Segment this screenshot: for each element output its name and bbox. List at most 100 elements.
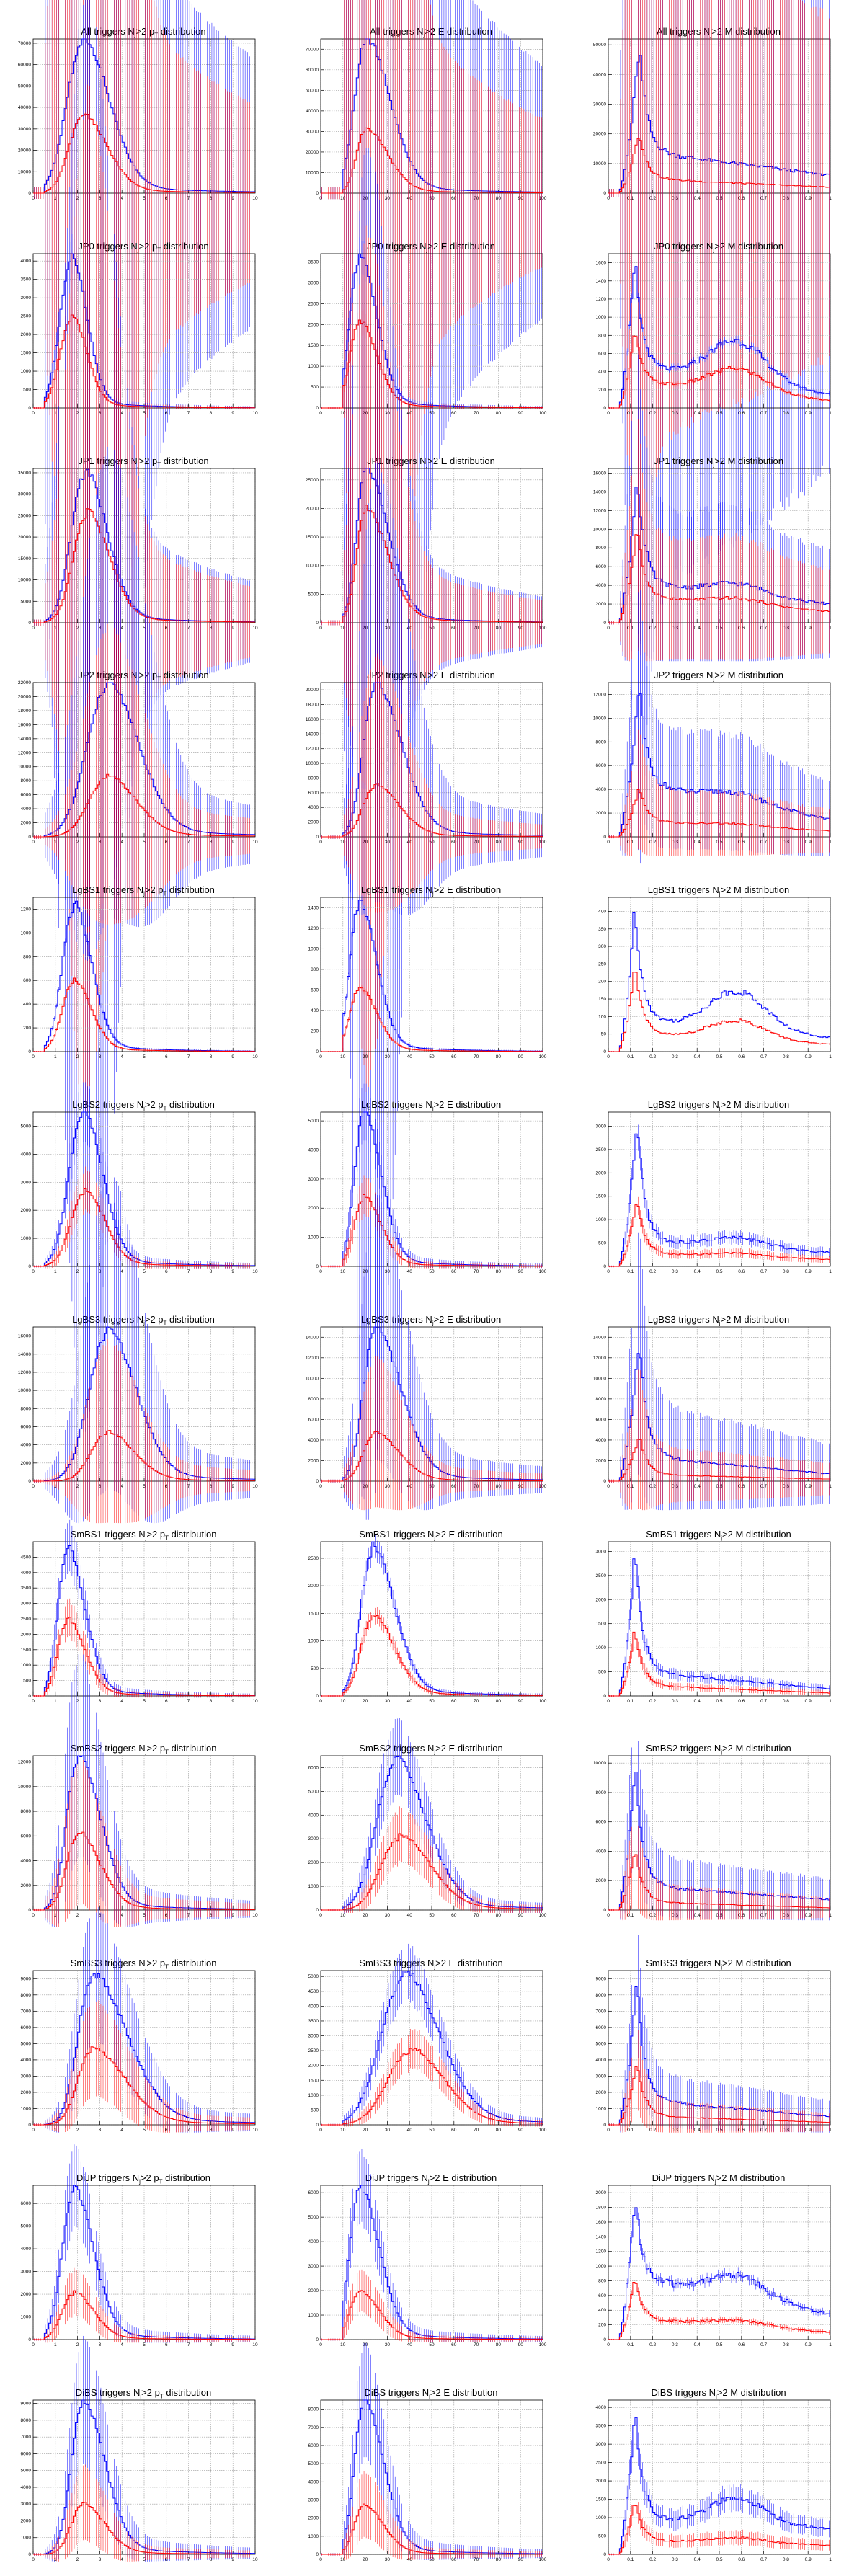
x-tick-label: 0.9	[805, 411, 812, 416]
x-tick-label: 10	[340, 196, 346, 201]
y-tick-label: 1600	[596, 260, 607, 265]
y-tick-label: 400	[598, 369, 606, 374]
y-tick-label: 1000	[21, 931, 32, 936]
x-tick-label: 3	[99, 626, 102, 631]
histogram-plot: 0 0.1 0.2 0.3 0.4 0.5 0.6 0.7 0.8 0.9 1 0 50 100 150 20…	[598, 897, 832, 1060]
histogram-plot: 0 0.1 0.2 0.3 0.4 0.5 0.6 0.7 0.8 0.9 101000020000…	[593, 0, 832, 864]
histogram-series-line	[608, 1204, 830, 1267]
y-tick-label: 0	[28, 621, 31, 626]
chart-title: JP0 triggers Nj>2 pT distribution	[78, 240, 209, 254]
x-tick-label: 30	[385, 411, 391, 416]
y-tick-label: 6000	[21, 793, 32, 798]
y-tick-label: 5000	[21, 599, 32, 604]
y-tick-label: 2000	[308, 820, 319, 825]
histogram-series-line	[321, 504, 543, 623]
histogram-panel: LgBS1 triggers Nj>2 E distribution 0 10 20 3…	[288, 858, 574, 1072]
y-tick-label: 800	[311, 967, 319, 972]
y-tick-label: 70000	[18, 41, 31, 46]
histogram-series-line	[321, 468, 543, 623]
y-tick-label: 4000	[308, 806, 319, 811]
y-tick-label: 3000	[308, 280, 319, 285]
y-tick-label: 1000	[596, 315, 607, 320]
x-tick-label: 0.3	[672, 1054, 678, 1060]
x-tick-label: 0.1	[627, 840, 634, 845]
x-tick-label: 1	[54, 411, 57, 416]
x-tick-label: 8	[210, 1054, 213, 1060]
x-tick-label: 80	[496, 1054, 502, 1060]
y-tick-label: 3000	[308, 1177, 319, 1182]
x-tick-label: 8	[210, 411, 213, 416]
y-tick-label: 50000	[18, 84, 31, 89]
x-tick-label: 0.8	[783, 411, 789, 416]
series-group	[609, 971, 830, 1053]
x-tick-label: 90	[518, 626, 524, 631]
y-tick-label: 200	[23, 1026, 31, 1031]
x-tick-label: 60	[451, 196, 457, 201]
y-tick-label: 2000	[308, 1206, 319, 1211]
y-tick-label: 18000	[18, 709, 31, 714]
y-tick-label: 8000	[21, 779, 32, 784]
y-tick-label: 4000	[21, 259, 32, 264]
y-tick-label: 2000	[21, 332, 32, 337]
y-tick-label: 0	[316, 1049, 319, 1054]
y-tick-label: 0	[28, 1264, 31, 1269]
x-tick-label: 10	[252, 411, 258, 416]
y-tick-label: 800	[598, 333, 606, 338]
x-tick-label: 0.5	[716, 196, 722, 201]
x-tick-label: 100	[539, 1054, 547, 1060]
x-tick-label: 80	[496, 626, 502, 631]
y-tick-label: 14000	[18, 737, 31, 742]
y-tick-label: 10000	[306, 761, 319, 766]
y-tick-label: 500	[23, 387, 31, 392]
x-tick-label: 0.2	[649, 626, 656, 631]
histogram-plot: 0 1 2 3 4 5 6 7 8 9 100200040006000800010000120001…	[18, 1166, 258, 1523]
histogram-plot: 0 1 2 3 4 5 6 7 8 9 100100002000030000400005000060…	[18, 0, 258, 1432]
x-tick-label: 6	[165, 840, 168, 845]
y-tick-label: 20000	[306, 150, 319, 155]
histogram-series-line	[33, 1326, 255, 1482]
y-tick-label: 10000	[18, 169, 31, 174]
y-tick-label: 0	[603, 406, 606, 411]
x-tick-label: 0.6	[738, 1054, 745, 1060]
x-tick-label: 7	[187, 411, 190, 416]
x-tick-label: 9	[231, 626, 234, 631]
histogram-series-line	[608, 533, 830, 623]
y-tick-label: 8000	[308, 776, 319, 781]
x-tick-label: 0.8	[783, 840, 789, 845]
x-tick-label: 1	[54, 1484, 57, 1489]
histogram-panel: JP0 triggers Nj>2 E distribution 0 10 20 30 4…	[288, 215, 574, 429]
x-tick-label: 10	[252, 1054, 258, 1060]
x-tick-label: 30	[385, 840, 391, 845]
y-tick-label: 50000	[306, 88, 319, 93]
x-tick-label: 0.4	[694, 840, 701, 845]
x-tick-label: 0.9	[805, 1269, 812, 1274]
y-tick-label: 16000	[18, 723, 31, 728]
y-tick-label: 3000	[596, 1124, 607, 1129]
x-tick-label: 0.6	[738, 411, 745, 416]
x-tick-label: 5	[143, 1269, 146, 1274]
y-tick-label: 12000	[593, 693, 606, 698]
x-tick-label: 90	[518, 411, 524, 416]
x-tick-label: 1	[829, 411, 832, 416]
histogram-panel: LgBS1 triggers Nj>2 pT distribution 0 1 2 3 4…	[0, 858, 287, 1072]
x-tick-label: 60	[451, 1054, 457, 1060]
y-tick-label: 400	[23, 1002, 31, 1007]
x-tick-label: 10	[252, 1269, 258, 1274]
x-tick-label: 0.1	[627, 626, 634, 631]
histogram-series-line	[33, 507, 255, 623]
y-tick-label: 2000	[596, 1171, 607, 1176]
y-tick-label: 16000	[18, 1333, 31, 1338]
y-tick-label: 4000	[308, 1147, 319, 1152]
plot-frame	[320, 1111, 543, 1267]
plot-frame	[320, 682, 543, 838]
y-tick-label: 3000	[21, 1180, 32, 1185]
y-tick-label: 1500	[21, 350, 32, 355]
x-tick-label: 6	[165, 411, 168, 416]
x-tick-label: 0.4	[694, 1054, 701, 1060]
x-tick-label: 90	[518, 1054, 524, 1060]
y-tick-label: 35000	[18, 471, 31, 476]
y-tick-label: 6000	[596, 564, 607, 569]
y-tick-label: 2000	[21, 1208, 32, 1213]
y-tick-label: 4000	[21, 1152, 32, 1157]
x-tick-label: 7	[187, 626, 190, 631]
